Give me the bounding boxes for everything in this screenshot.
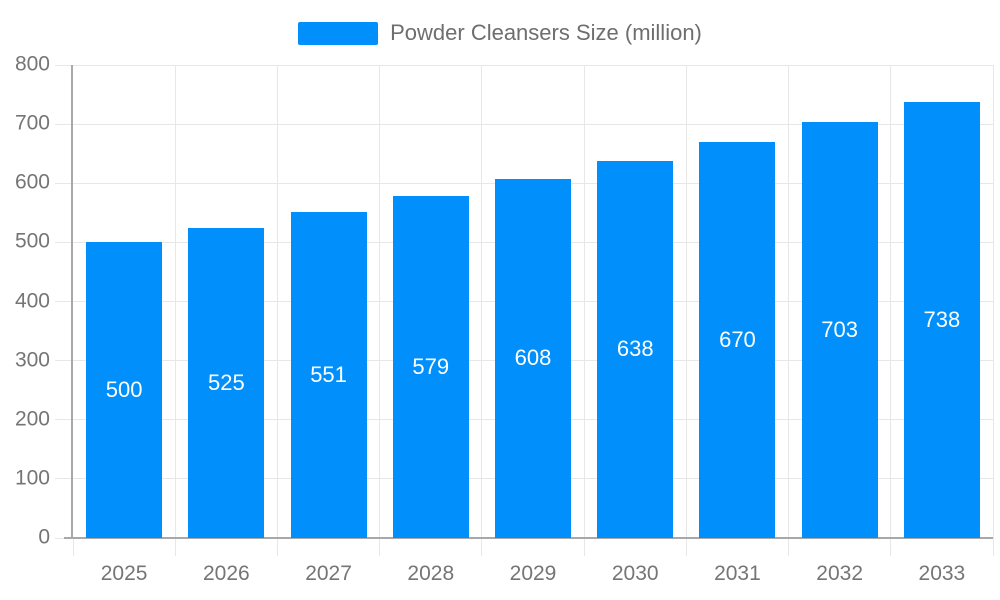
y-gridline xyxy=(73,123,993,125)
y-axis-tick xyxy=(55,419,73,421)
x-axis-label: 2030 xyxy=(611,562,659,585)
x-axis-label: 2027 xyxy=(305,562,352,585)
x-axis-label: 2025 xyxy=(100,562,148,585)
bar-2027[interactable] xyxy=(290,212,367,538)
x-axis-tick xyxy=(788,538,790,556)
bar-2033[interactable] xyxy=(903,101,980,538)
bar-2026[interactable] xyxy=(188,227,265,538)
bar-2028[interactable] xyxy=(392,195,469,538)
y-axis-tick xyxy=(55,64,73,66)
x-axis-label: 2029 xyxy=(509,562,557,585)
x-gridline xyxy=(276,65,278,538)
y-axis-tick xyxy=(55,241,73,243)
legend-item[interactable]: Powder Cleansers Size (million) xyxy=(0,20,1000,46)
y-axis-tick xyxy=(55,123,73,125)
x-gridline xyxy=(379,65,381,538)
x-gridline xyxy=(992,65,994,538)
y-axis-label: 100 xyxy=(14,466,50,490)
y-axis-label: 800 xyxy=(14,52,50,76)
y-axis-label: 200 xyxy=(14,407,50,431)
bar-value-label: 703 xyxy=(821,317,859,343)
x-axis-label: 2028 xyxy=(407,562,455,585)
y-axis-label: 0 xyxy=(38,525,50,549)
x-axis-tick xyxy=(379,538,381,556)
bar-value-label: 608 xyxy=(514,345,552,371)
bar-2025[interactable] xyxy=(86,242,163,538)
x-axis-tick xyxy=(481,538,483,556)
x-axis-tick xyxy=(174,538,176,556)
bar-value-label: 525 xyxy=(207,369,245,395)
x-gridline xyxy=(890,65,892,538)
x-axis-tick xyxy=(72,538,74,556)
x-gridline xyxy=(685,65,687,538)
bar-2032[interactable] xyxy=(801,122,878,538)
x-gridline xyxy=(481,65,483,538)
y-axis-label: 500 xyxy=(14,229,50,253)
x-gridline xyxy=(583,65,585,538)
y-axis-label: 400 xyxy=(14,289,50,313)
y-axis-label: 600 xyxy=(14,170,50,194)
legend-label: Powder Cleansers Size (million) xyxy=(390,20,702,45)
bar-value-label: 500 xyxy=(105,377,143,403)
x-gridline xyxy=(174,65,176,538)
bar-value-label: 738 xyxy=(923,306,961,332)
y-axis-tick xyxy=(55,360,73,362)
bar-2030[interactable] xyxy=(597,160,674,538)
bar-value-label: 638 xyxy=(616,336,654,362)
x-axis-tick xyxy=(992,538,994,556)
y-gridline xyxy=(73,64,993,66)
x-axis-tick xyxy=(685,538,687,556)
bar-2031[interactable] xyxy=(699,141,776,538)
x-axis-label: 2026 xyxy=(202,562,250,585)
bar-value-label: 551 xyxy=(310,362,347,388)
bar-value-label: 670 xyxy=(719,326,756,352)
y-axis-tick xyxy=(55,478,73,480)
x-axis-tick xyxy=(890,538,892,556)
x-axis-tick xyxy=(583,538,585,556)
bar-2029[interactable] xyxy=(495,178,571,538)
y-axis-tick xyxy=(55,301,73,302)
y-axis-label: 300 xyxy=(14,348,50,372)
y-axis-label: 700 xyxy=(14,111,50,135)
x-gridline xyxy=(788,65,790,538)
x-axis-label: 2033 xyxy=(918,562,966,585)
x-axis-label: 2032 xyxy=(816,562,864,585)
x-axis-label: 2031 xyxy=(714,562,761,585)
bar-value-label: 579 xyxy=(412,353,450,379)
x-axis-tick xyxy=(276,538,278,556)
legend-marker-icon xyxy=(298,21,379,45)
y-axis-line xyxy=(71,65,73,538)
x-axis-line xyxy=(64,537,993,539)
y-axis-tick xyxy=(55,182,73,184)
